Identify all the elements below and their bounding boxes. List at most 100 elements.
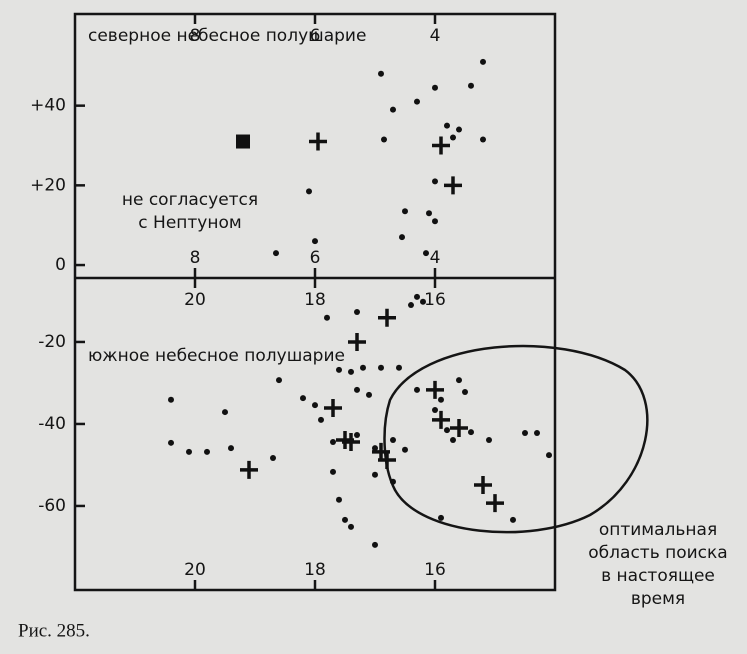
dot bbox=[186, 448, 192, 455]
x-tick-label: 18 bbox=[304, 560, 326, 580]
dot bbox=[330, 468, 336, 475]
x-tick-label: 20 bbox=[184, 560, 206, 580]
cross bbox=[432, 410, 450, 429]
x-tick-label: 20 bbox=[184, 290, 206, 310]
dot bbox=[423, 250, 429, 257]
dot bbox=[378, 364, 384, 371]
dot bbox=[348, 368, 354, 375]
dot bbox=[372, 471, 378, 478]
dot bbox=[330, 438, 336, 445]
cross bbox=[342, 432, 360, 451]
dot bbox=[378, 70, 384, 77]
dot bbox=[354, 309, 360, 316]
annotation: время bbox=[631, 589, 685, 609]
y-tick-label: -60 bbox=[38, 496, 66, 516]
dot bbox=[390, 478, 396, 485]
dot bbox=[168, 439, 174, 446]
dot bbox=[354, 386, 360, 393]
cross bbox=[444, 176, 462, 195]
x-tick-label: 16 bbox=[424, 560, 446, 580]
dot bbox=[336, 366, 342, 373]
dot bbox=[432, 407, 438, 414]
dot bbox=[273, 250, 279, 257]
cross bbox=[486, 494, 504, 513]
y-tick-label: -40 bbox=[38, 414, 66, 434]
x-tick-label: 6 bbox=[310, 248, 321, 268]
annotation: не согласуется bbox=[122, 190, 258, 210]
dot bbox=[342, 516, 348, 523]
dot bbox=[462, 388, 468, 395]
dot bbox=[324, 314, 330, 321]
cross bbox=[378, 308, 396, 327]
dot bbox=[348, 523, 354, 530]
dot bbox=[222, 409, 228, 416]
dot bbox=[414, 386, 420, 393]
dot bbox=[438, 514, 444, 521]
dot bbox=[486, 436, 492, 443]
square bbox=[236, 134, 250, 149]
dot bbox=[456, 126, 462, 133]
search-region bbox=[383, 344, 649, 534]
dot bbox=[381, 136, 387, 143]
x-tick-label: 4 bbox=[430, 248, 441, 268]
dot bbox=[420, 298, 426, 305]
dot bbox=[510, 516, 516, 523]
dot bbox=[450, 134, 456, 141]
dot bbox=[312, 238, 318, 245]
dot bbox=[390, 106, 396, 113]
annotation: в настоящее bbox=[601, 566, 715, 586]
dot bbox=[444, 427, 450, 434]
caption: Рис. 285. bbox=[18, 620, 90, 641]
dot bbox=[480, 136, 486, 143]
dot bbox=[438, 396, 444, 403]
dot bbox=[402, 446, 408, 453]
dot bbox=[306, 188, 312, 195]
dot bbox=[396, 364, 402, 371]
dot bbox=[402, 208, 408, 215]
cross bbox=[378, 451, 396, 470]
cross bbox=[432, 136, 450, 155]
x-tick-label: 6 bbox=[310, 26, 321, 46]
dot bbox=[432, 84, 438, 91]
x-tick-label: 8 bbox=[190, 26, 201, 46]
dot bbox=[168, 396, 174, 403]
dot bbox=[414, 98, 420, 105]
dot bbox=[534, 429, 540, 436]
x-tick-label: 18 bbox=[304, 290, 326, 310]
x-tick-label: 16 bbox=[424, 290, 446, 310]
dot bbox=[276, 377, 282, 384]
dot bbox=[468, 429, 474, 436]
dot bbox=[522, 429, 528, 436]
dot bbox=[432, 218, 438, 225]
y-tick-label: 0 bbox=[55, 255, 66, 275]
dot bbox=[360, 364, 366, 371]
dot bbox=[312, 402, 318, 409]
dot bbox=[354, 432, 360, 439]
dot bbox=[390, 436, 396, 443]
x-tick-label: 8 bbox=[190, 248, 201, 268]
x-tick-label: 4 bbox=[430, 26, 441, 46]
dot bbox=[408, 302, 414, 309]
dot bbox=[456, 377, 462, 384]
annotation: оптимальная bbox=[599, 520, 717, 540]
dot bbox=[204, 448, 210, 455]
dot bbox=[432, 178, 438, 185]
cross bbox=[450, 419, 468, 438]
dot bbox=[318, 416, 324, 423]
panel-label: южное небесное полушарие bbox=[88, 346, 345, 366]
annotation: с Нептуном bbox=[138, 213, 241, 233]
dot bbox=[372, 541, 378, 548]
dot bbox=[399, 234, 405, 241]
dot bbox=[270, 454, 276, 461]
dot bbox=[336, 496, 342, 503]
cross bbox=[474, 476, 492, 495]
dot bbox=[372, 445, 378, 452]
dot bbox=[450, 436, 456, 443]
dot bbox=[546, 452, 552, 459]
y-tick-label: -20 bbox=[38, 332, 66, 352]
cross bbox=[309, 132, 327, 151]
dot bbox=[366, 391, 372, 398]
dot bbox=[480, 58, 486, 65]
dot bbox=[426, 210, 432, 217]
